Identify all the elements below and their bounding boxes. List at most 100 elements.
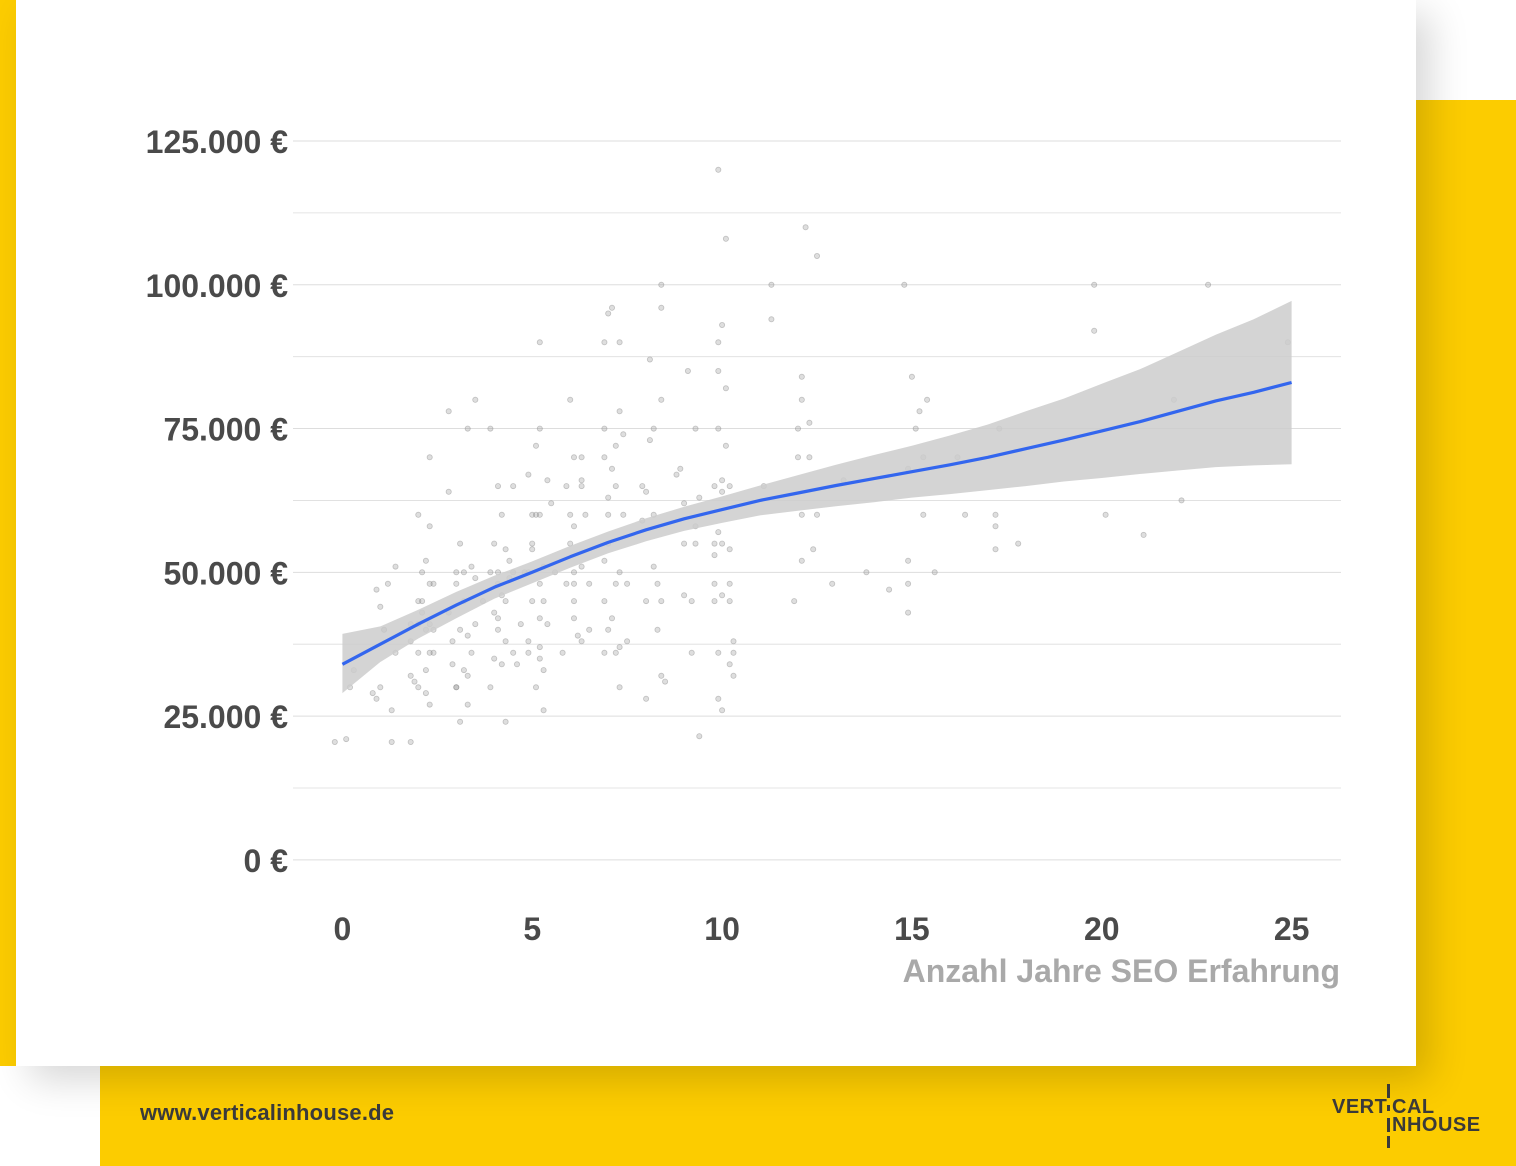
scatter-chart: 0 € 25.000 € 50.000 € 75.000 € 100.000 € 125.… — [146, 124, 1341, 989]
scatter-point — [571, 580, 578, 587]
scatter-point — [460, 667, 467, 674]
scatter-point — [464, 632, 471, 639]
scatter-point — [449, 661, 456, 668]
scatter-point — [411, 678, 418, 685]
scatter-point — [601, 557, 608, 564]
scatter-point — [646, 437, 653, 444]
scatter-point — [453, 569, 460, 576]
scatter-point — [620, 431, 627, 438]
scatter-point — [905, 557, 912, 564]
scatter-point — [696, 494, 703, 501]
scatter-point — [715, 695, 722, 702]
scatter-point — [472, 575, 479, 582]
scatter-point — [548, 500, 555, 507]
logo-word-vertical: VERT — [1332, 1096, 1388, 1118]
scatter-point — [688, 649, 695, 656]
scatter-point — [719, 707, 726, 714]
scatter-point — [407, 739, 414, 746]
scatter-point — [533, 442, 540, 449]
vertical-inhouse-logo: VERT CAL NHOUSE — [1330, 1080, 1490, 1152]
scatter-point — [646, 356, 653, 363]
scatter-point — [722, 385, 729, 392]
scatter-point — [415, 649, 422, 656]
scatter-point — [426, 580, 433, 587]
scatter-point — [586, 626, 593, 633]
scatter-point — [719, 592, 726, 599]
scatter-point — [453, 684, 460, 691]
x-tick-label: 10 — [704, 911, 740, 947]
scatter-point — [601, 339, 608, 346]
scatter-point — [426, 701, 433, 708]
left-accent-stripe — [0, 0, 16, 1066]
scatter-point — [449, 638, 456, 645]
scatter-point — [392, 563, 399, 570]
scatter-point — [715, 529, 722, 536]
scatter-point — [886, 586, 893, 593]
scatter-point — [612, 442, 619, 449]
confidence-band-layer — [342, 300, 1292, 694]
y-tick-labels: 0 € 25.000 € 50.000 € 75.000 € 100.000 € 125.… — [146, 124, 289, 879]
scatter-point — [673, 471, 680, 478]
scatter-point — [533, 511, 540, 518]
scatter-point — [536, 615, 543, 622]
scatter-point — [536, 339, 543, 346]
scatter-point — [578, 477, 585, 484]
scatter-point — [426, 454, 433, 461]
footer-url[interactable]: www.verticalinhouse.de — [140, 1100, 395, 1125]
x-tick-label: 20 — [1084, 911, 1120, 947]
scatter-point — [494, 626, 501, 633]
scatter-point — [905, 580, 912, 587]
scatter-point — [464, 701, 471, 708]
scatter-point — [536, 655, 543, 662]
scatter-point — [544, 477, 551, 484]
scatter-point — [677, 465, 684, 472]
scatter-point — [715, 367, 722, 374]
x-tick-labels: 0 5 10 15 20 25 — [333, 911, 1309, 947]
scatter-point — [654, 626, 661, 633]
y-tick-label: 75.000 € — [163, 412, 288, 448]
scatter-point — [377, 684, 384, 691]
y-tick-label: 0 € — [244, 843, 289, 879]
scatter-point — [791, 598, 798, 605]
scatter-point — [806, 419, 813, 426]
scatter-point — [563, 580, 570, 587]
scatter-point — [795, 425, 802, 432]
scatter-point — [574, 632, 581, 639]
scatter-point — [715, 649, 722, 656]
scatter-point — [798, 557, 805, 564]
scatter-point — [688, 598, 695, 605]
scatter-point — [920, 511, 927, 518]
scatter-point — [711, 483, 718, 490]
scatter-point — [472, 621, 479, 628]
scatter-point — [992, 546, 999, 553]
scatter-point — [510, 649, 517, 656]
scatter-point — [609, 615, 616, 622]
x-tick-label: 5 — [523, 911, 541, 947]
scatter-point — [487, 569, 494, 576]
scatter-point — [1015, 540, 1022, 547]
scatter-point — [711, 598, 718, 605]
scatter-point — [616, 644, 623, 651]
scatter-point — [616, 339, 623, 346]
scatter-point — [544, 621, 551, 628]
scatter-point — [715, 425, 722, 432]
scatter-point — [578, 454, 585, 461]
y-tick-label: 50.000 € — [163, 555, 288, 591]
scatter-point — [571, 523, 578, 530]
scatter-point — [533, 684, 540, 691]
scatter-point — [795, 454, 802, 461]
scatter-point — [722, 442, 729, 449]
scatter-point — [658, 304, 665, 311]
y-tick-label: 125.000 € — [146, 124, 289, 160]
scatter-point — [643, 598, 650, 605]
scatter-point — [916, 408, 923, 415]
scatter-point — [730, 649, 737, 656]
scatter-point — [567, 511, 574, 518]
scatter-point — [422, 690, 429, 697]
scatter-point — [616, 408, 623, 415]
scatter-point — [445, 408, 452, 415]
trend-line — [341, 380, 1293, 666]
scatter-point — [711, 552, 718, 559]
scatter-point — [681, 592, 688, 599]
scatter-point — [525, 649, 532, 656]
